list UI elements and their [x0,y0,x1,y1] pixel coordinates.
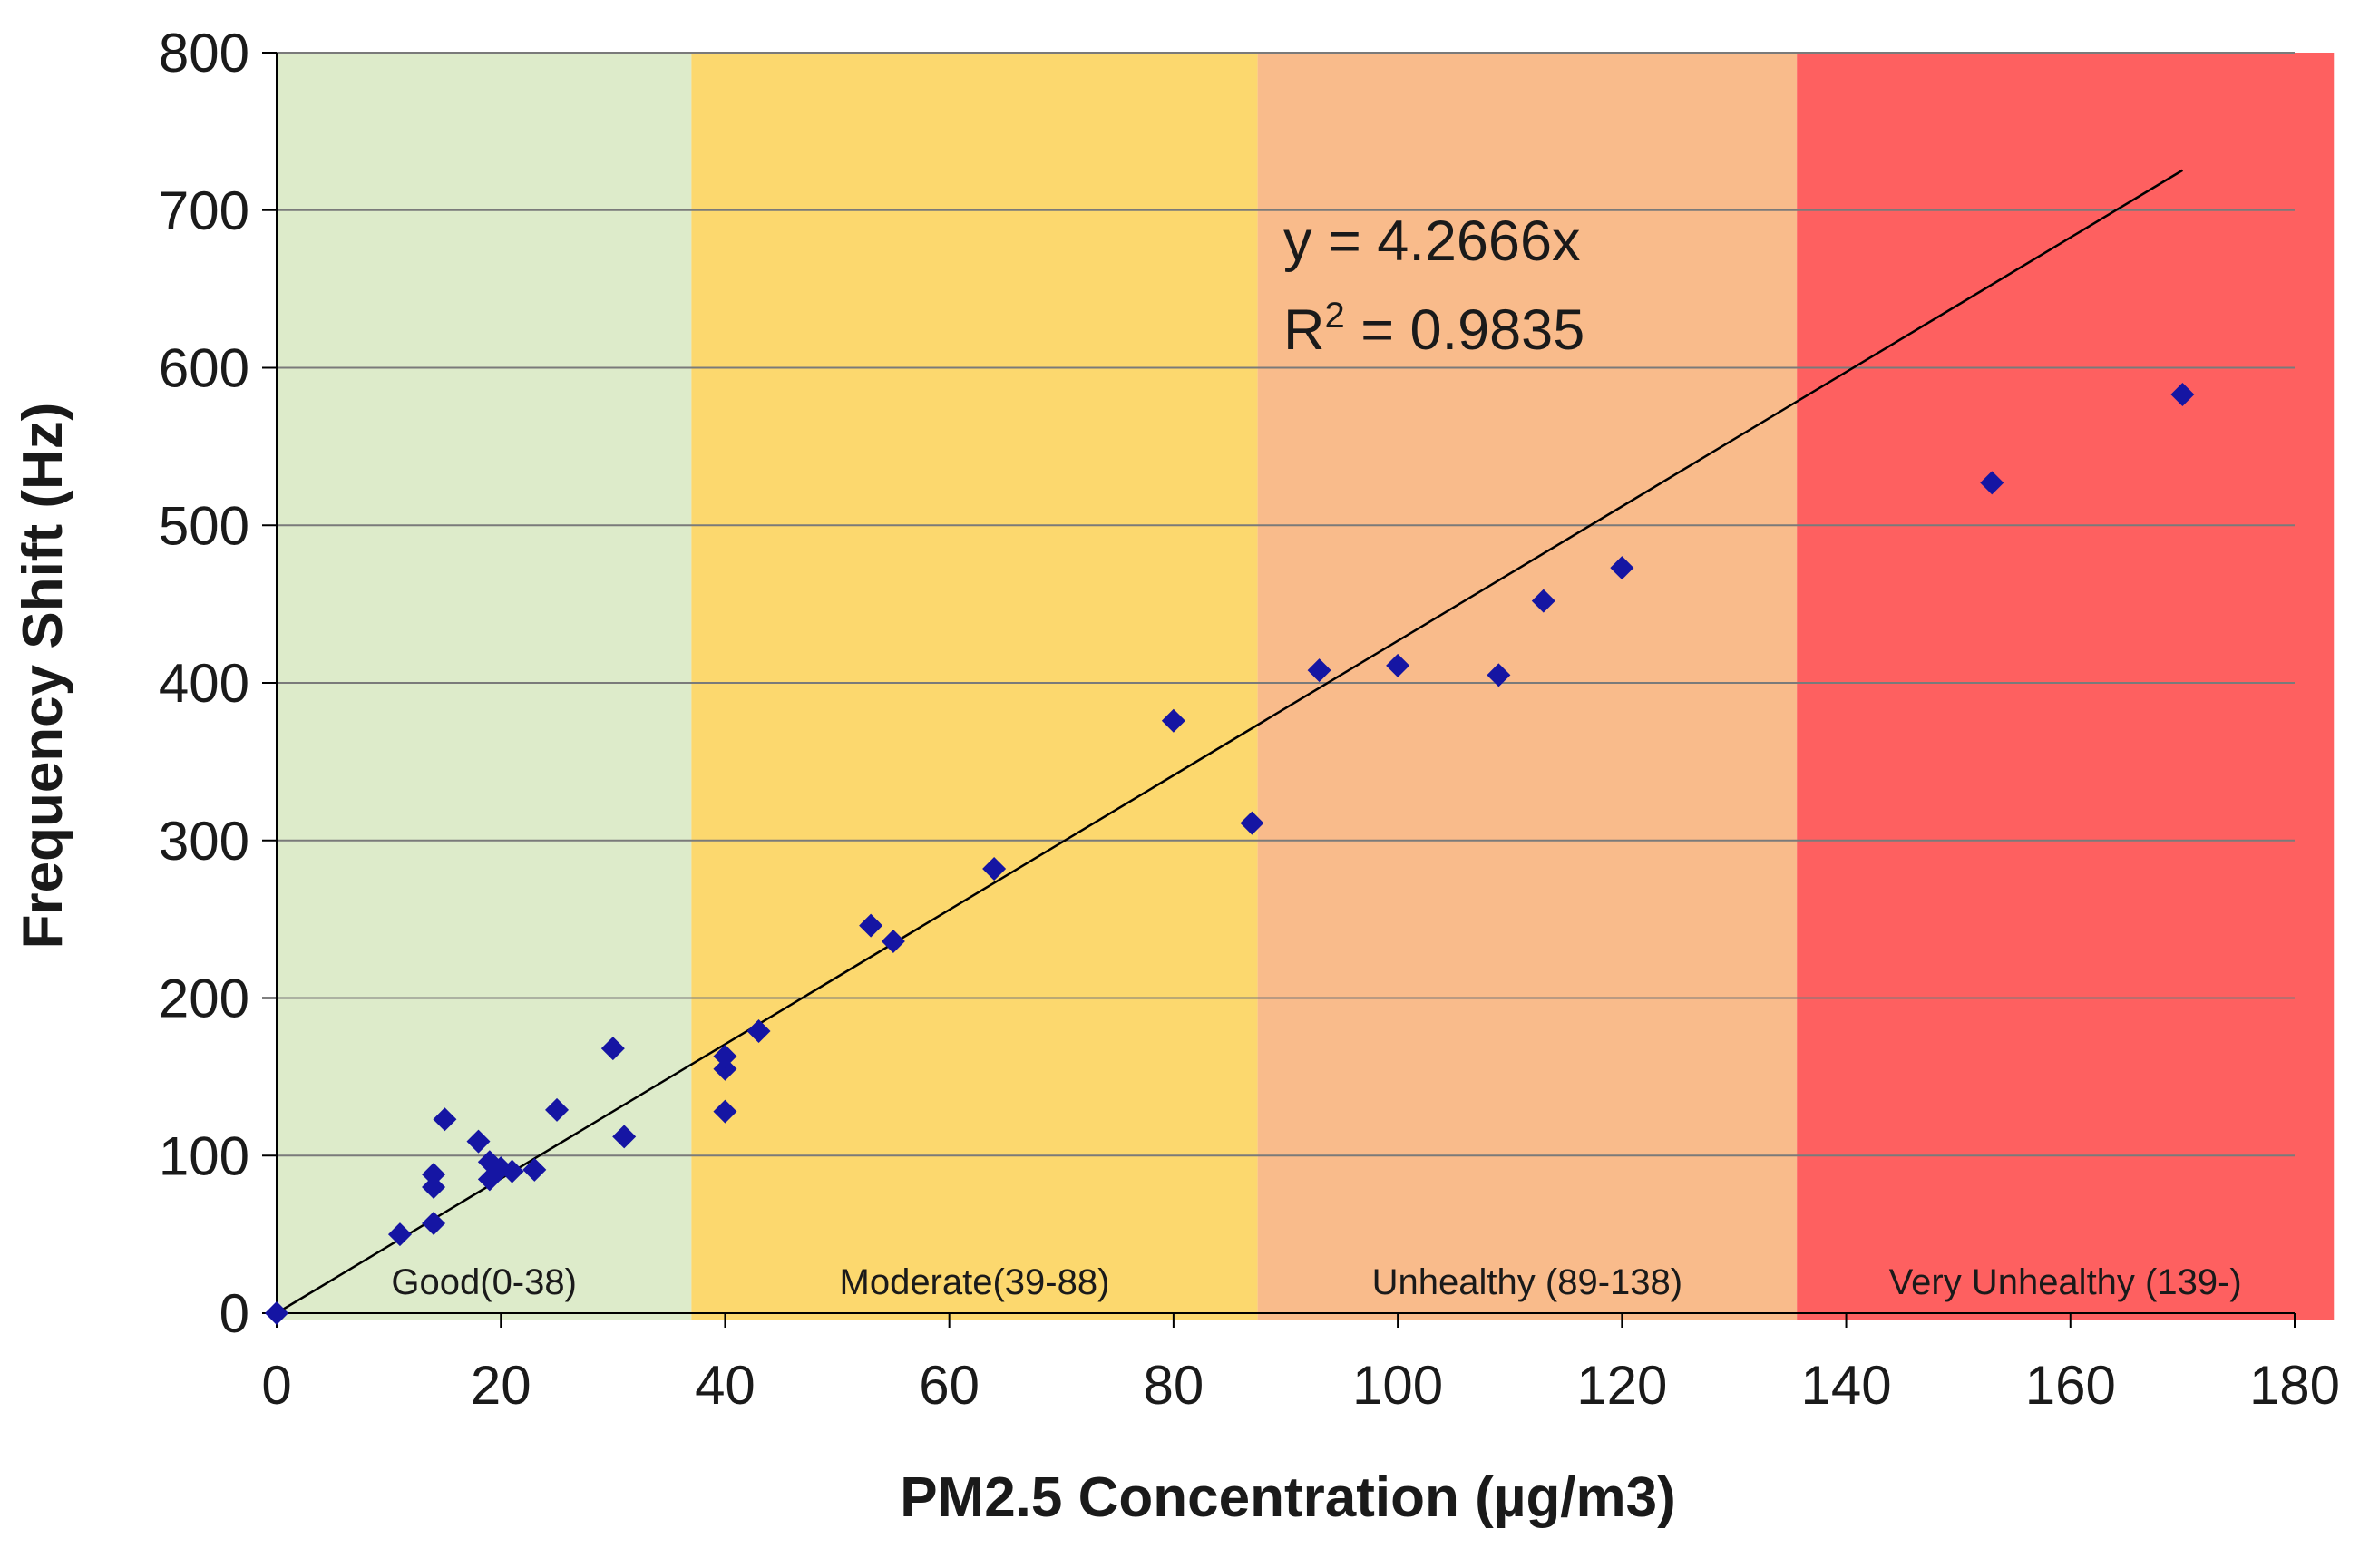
y-tick-label: 500 [159,495,249,556]
x-tick-label: 160 [2025,1355,2116,1416]
data-point [859,913,883,938]
r2-prefix: R [1283,298,1325,362]
aqi-bands [277,53,2335,1320]
x-tick-label: 60 [919,1355,980,1416]
trendline-equation-label: y = 4.2666x [1283,209,1581,273]
r2-superscript: 2 [1325,296,1345,336]
x-tick-label: 40 [695,1355,756,1416]
x-tick-label: 140 [1801,1355,1892,1416]
data-points [265,383,2195,1325]
data-point [1531,589,1555,613]
x-tick-label: 100 [1352,1355,1443,1416]
data-point [1386,653,1410,677]
x-tick-label: 180 [2249,1355,2340,1416]
data-point [1487,663,1511,687]
band-label-3: Very Unhealthy (139-) [1889,1262,2242,1302]
y-tick-label: 600 [159,338,249,399]
y-tick-label: 300 [159,811,249,872]
data-point [600,1037,625,1061]
x-tick-label: 20 [471,1355,531,1416]
y-tick-label: 0 [219,1283,249,1344]
r2-suffix: = 0.9835 [1345,298,1585,362]
y-tick-label: 100 [159,1125,249,1186]
band-2 [1257,53,1798,1320]
band-labels: Good(0-38) Moderate(39-88) Unhealthy (89-1… [391,1262,2241,1302]
data-point [612,1125,637,1149]
data-point [982,857,1007,881]
x-tick-label: 80 [1144,1355,1204,1416]
data-point [1610,556,1634,580]
data-point [265,1301,288,1325]
data-point [881,929,905,953]
x-tick-label: 0 [261,1355,291,1416]
y-axis-title: Frequency Shift (Hz) [12,403,74,950]
y-tick-label: 400 [159,653,249,714]
data-point [433,1107,457,1132]
band-label-1: Moderate(39-88) [840,1262,1110,1302]
band-1 [691,53,1258,1320]
trendline-r2-label: R2 = 0.9835 [1283,296,1584,362]
data-point [1161,708,1185,733]
x-axis-title: PM2.5 Concentration (µg/m3) [900,1466,1676,1529]
data-point [2170,383,2195,407]
data-point [746,1018,771,1043]
data-point [713,1099,737,1124]
data-point [545,1097,570,1122]
trendline-group [276,169,2184,1315]
data-point [500,1159,524,1183]
y-tick-label: 800 [159,23,249,83]
band-0 [277,53,692,1320]
data-point [422,1163,446,1187]
data-point [713,1044,737,1068]
data-point [387,1222,412,1247]
band-label-2: Unhealthy (89-138) [1372,1262,1682,1302]
gridlines [277,52,2295,1157]
trendline [276,169,2184,1315]
data-point [1307,658,1331,683]
data-point [713,1057,737,1081]
data-point [422,1211,446,1235]
data-point [466,1129,491,1154]
data-point [422,1175,446,1199]
data-point [1240,811,1264,835]
band-label-0: Good(0-38) [391,1262,577,1302]
data-point [1980,471,2004,495]
data-point [522,1157,547,1182]
trendline-equation: y = 4.2666x R2 = 0.9835 [1283,209,1584,362]
band-3 [1797,53,2335,1320]
axes: 0 100 200 300 400 500 600 700 800 0 20 40 60 80 100 120… [159,23,2340,1416]
y-tick-label: 200 [159,969,249,1029]
y-tick-label: 700 [159,180,249,241]
x-tick-label: 120 [1576,1355,1667,1416]
